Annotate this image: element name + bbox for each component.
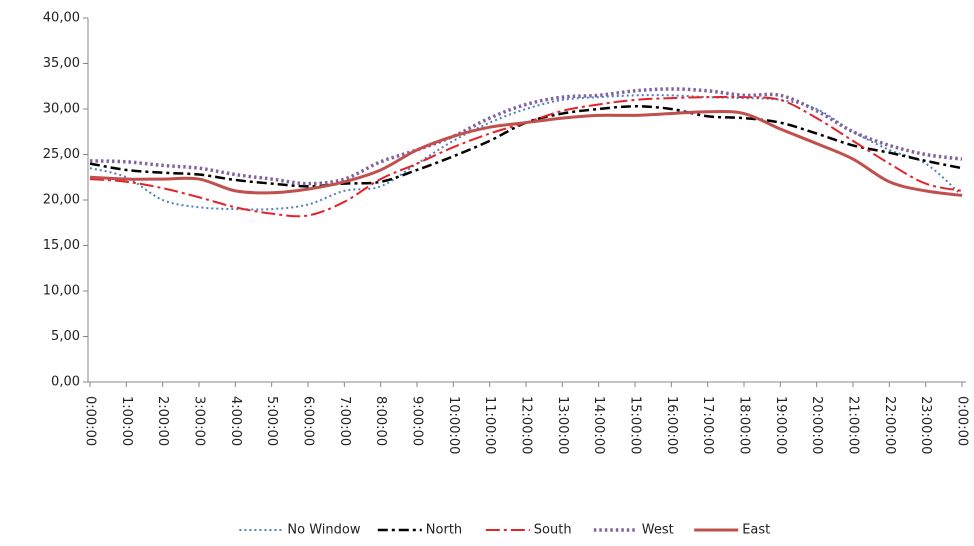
y-tick-label: 0,00 xyxy=(51,375,80,390)
x-tick-label: 15:00:00 xyxy=(628,396,643,454)
x-tick-label: 20:00:00 xyxy=(809,396,824,454)
x-tick-label: 9:00:00 xyxy=(410,396,425,446)
x-tick-label: 14:00:00 xyxy=(591,396,606,454)
x-tick-label: 13:00:00 xyxy=(555,396,570,454)
x-tick-label: 6:00:00 xyxy=(301,396,316,446)
x-tick-label: 22:00:00 xyxy=(882,396,897,454)
x-tick-label: 5:00:00 xyxy=(264,396,279,446)
y-tick-label: 35,00 xyxy=(43,56,80,71)
x-tick-label: 19:00:00 xyxy=(773,396,788,454)
y-tick-label: 10,00 xyxy=(43,284,80,299)
x-tick-label: 12:00:00 xyxy=(519,396,534,454)
x-tick-label: 0:00:00 xyxy=(955,396,970,446)
x-tick-label: 4:00:00 xyxy=(228,396,243,446)
series-line xyxy=(89,87,963,186)
x-tick-label: 21:00:00 xyxy=(846,396,861,454)
x-tick-label: 11:00:00 xyxy=(482,396,497,454)
legend-label: East xyxy=(742,523,770,538)
y-tick-label: 30,00 xyxy=(43,102,80,117)
x-tick-label: 23:00:00 xyxy=(918,396,933,454)
y-tick-label: 20,00 xyxy=(43,193,80,208)
legend-label: North xyxy=(426,523,462,538)
series-line xyxy=(89,110,963,197)
x-tick-label: 18:00:00 xyxy=(737,396,752,454)
x-tick-label: 17:00:00 xyxy=(700,396,715,454)
x-tick-label: 1:00:00 xyxy=(119,396,134,446)
legend-label: No Window xyxy=(287,523,360,538)
y-tick-label: 40,00 xyxy=(43,11,80,26)
x-tick-label: 16:00:00 xyxy=(664,396,679,454)
series-line xyxy=(89,94,963,211)
y-tick-label: 15,00 xyxy=(43,238,80,253)
legend-label: West xyxy=(642,523,674,538)
x-tick-label: 10:00:00 xyxy=(446,396,461,454)
y-tick-label: 5,00 xyxy=(51,329,80,344)
y-tick-label: 25,00 xyxy=(43,147,80,162)
x-tick-label: 8:00:00 xyxy=(373,396,388,446)
x-tick-label: 7:00:00 xyxy=(337,396,352,446)
x-tick-label: 2:00:00 xyxy=(155,396,170,446)
x-tick-label: 0:00:00 xyxy=(83,396,98,446)
legend-label: South xyxy=(534,523,572,538)
series-line xyxy=(89,95,963,218)
x-tick-label: 3:00:00 xyxy=(192,396,207,446)
